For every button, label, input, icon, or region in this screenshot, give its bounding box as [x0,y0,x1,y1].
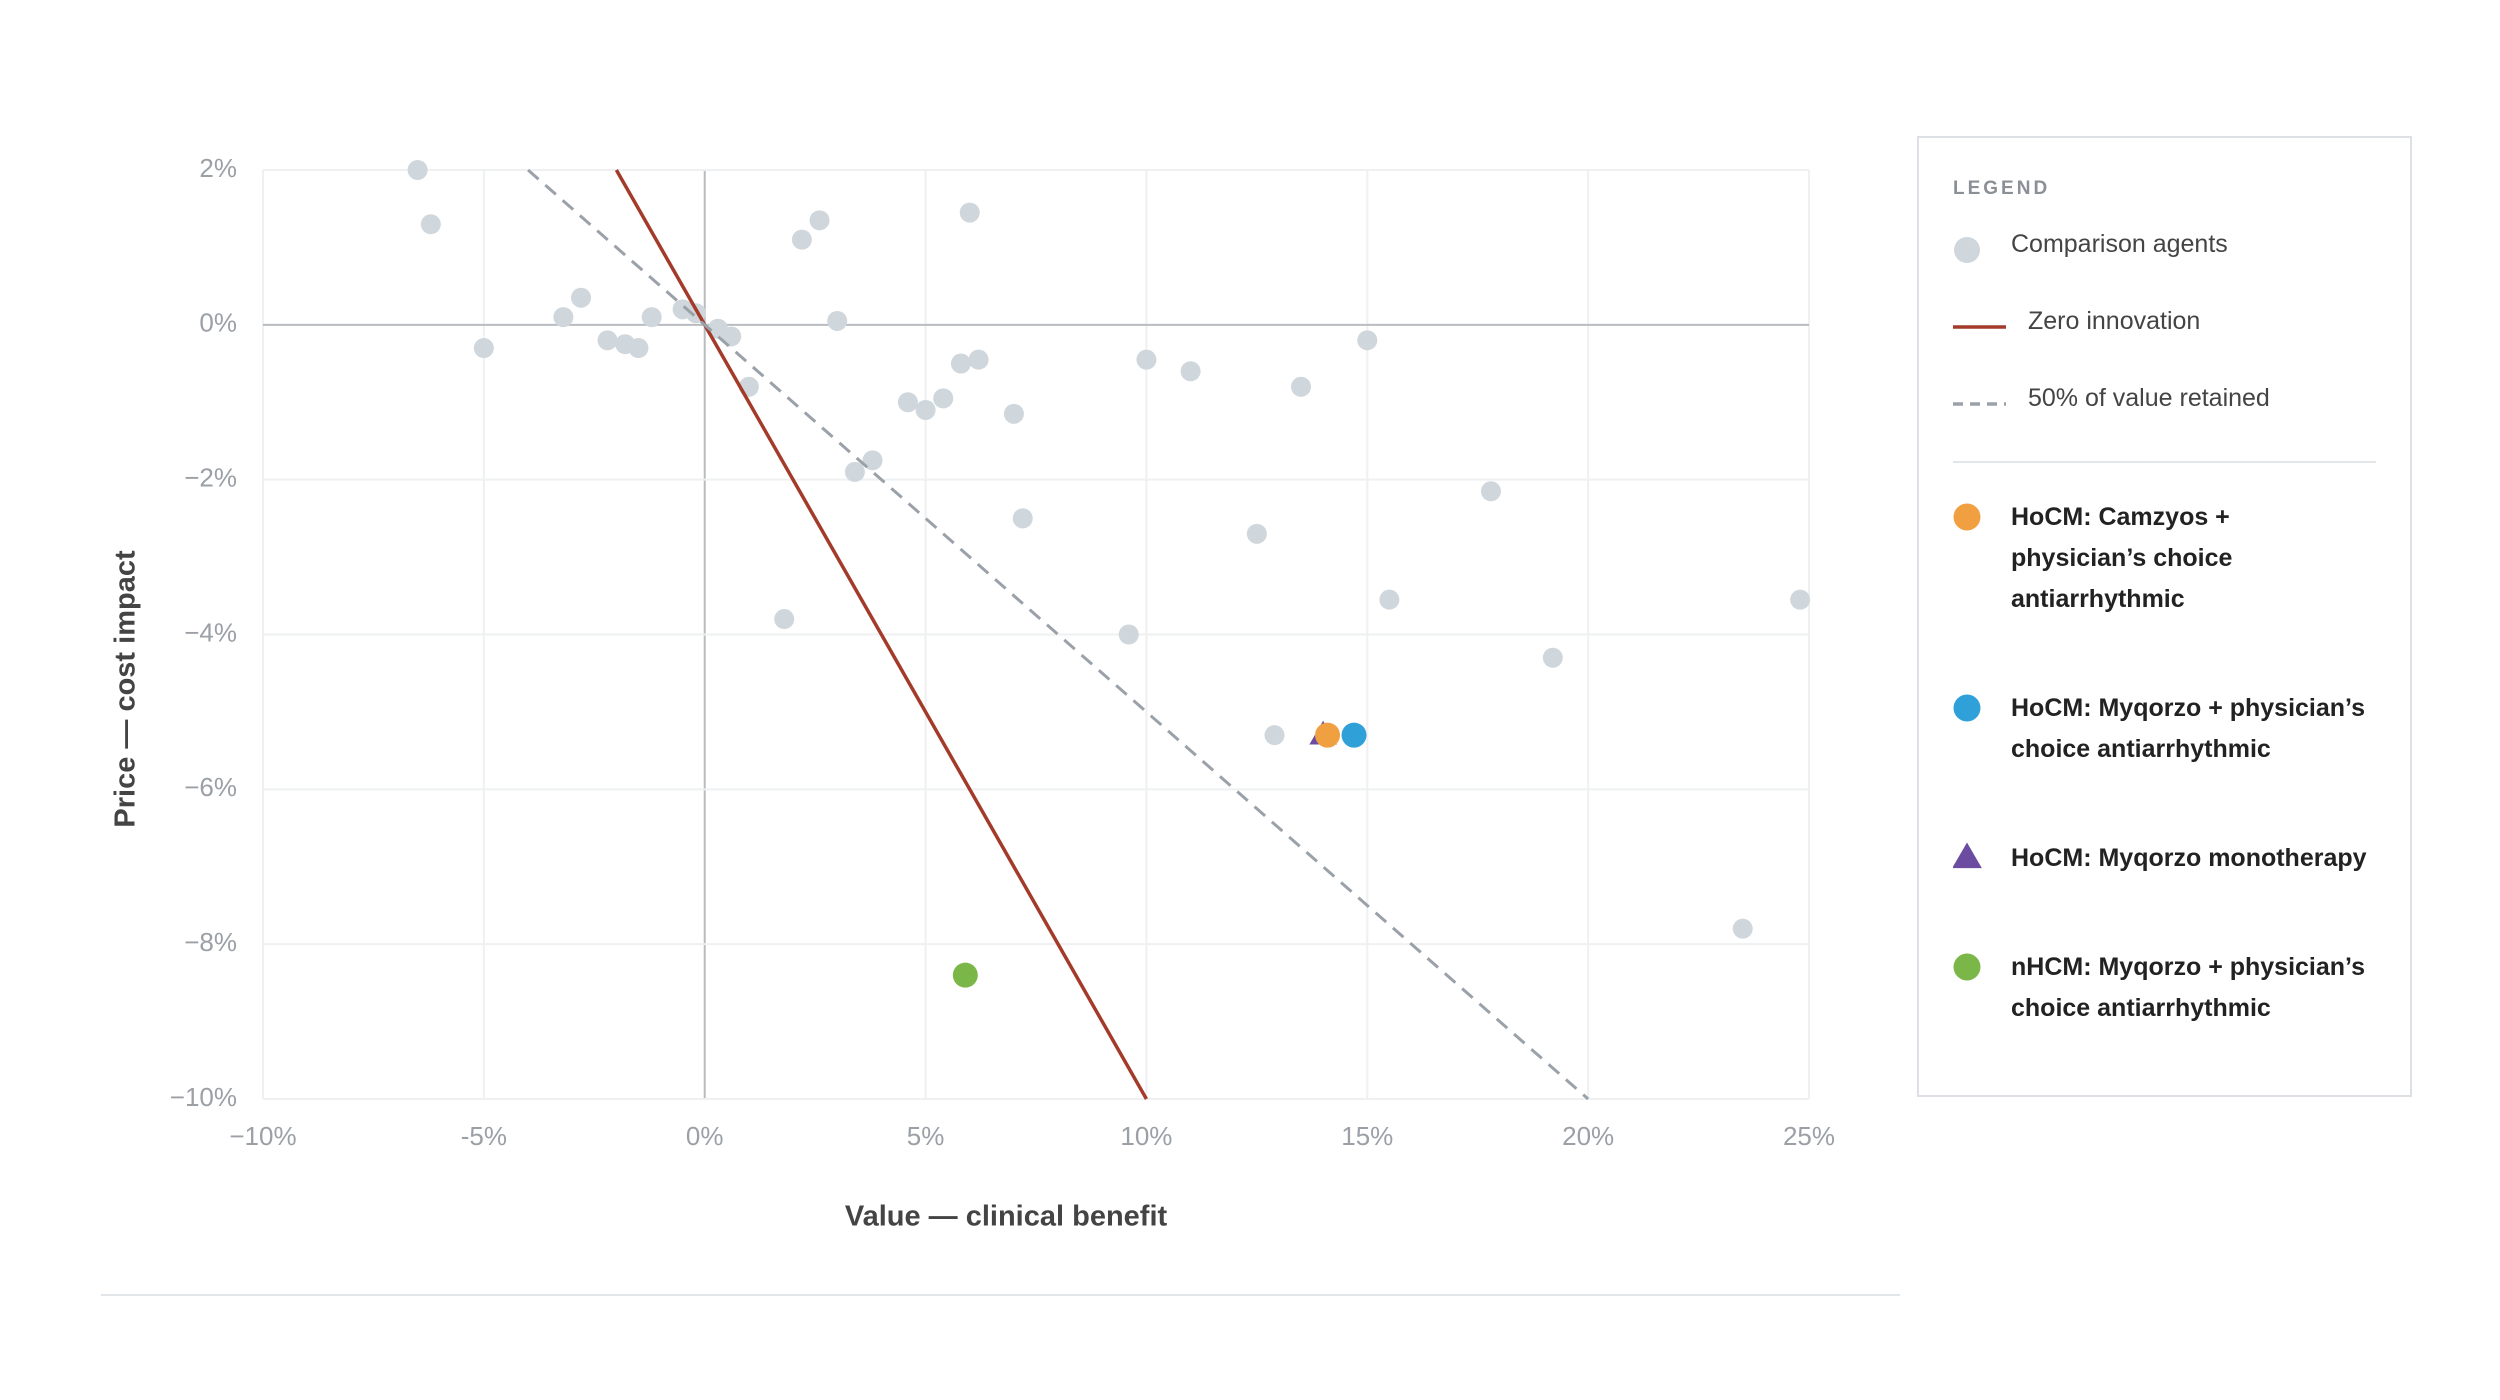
legend-item: Comparison agents [1953,230,2376,271]
point [571,287,592,308]
x-tick-label: 5% [907,1121,945,1151]
x-axis-label: Value — clinical benefit [845,1201,1168,1233]
chart: Value — clinical benefit Price — cost im… [101,153,1900,1296]
y-tick-label: −10% [170,1082,237,1112]
legend-label: HoCM: Myqorzo + physician’s choice antia… [2011,694,2365,763]
point [1732,918,1753,939]
point [1341,722,1367,748]
point [473,338,494,359]
point [1315,722,1341,748]
point [897,392,918,413]
point [809,210,830,231]
point [1003,403,1024,424]
legend-item: 50% of value retained [1953,384,2376,425]
point [553,307,574,328]
legend-swatch [1953,402,2006,406]
legend-item: HoCM: Myqorzo monotherapy [1953,838,2376,879]
legend-item: HoCM: Myqorzo + physician’s choice antia… [1953,688,2376,770]
legend-swatch [1953,325,2006,329]
point [1118,624,1139,645]
point [827,310,848,331]
x-tick-label: 10% [1120,1121,1172,1151]
x-tick-label: 0% [686,1121,724,1151]
point [407,160,428,180]
dashed-reference-line [527,168,1590,1101]
y-tick-label: −6% [184,772,237,802]
point [1264,725,1285,746]
legend-label: Zero innovation [2028,307,2201,335]
point [968,349,989,370]
y-tick-label: −8% [184,927,237,957]
point [1954,237,1980,263]
point [1012,508,1033,529]
point [933,388,954,409]
legend: LEGEND Comparison agents Zero innovation 5… [1917,136,2412,1097]
point [1357,330,1378,351]
legend-swatch [1953,842,1982,869]
point [1953,694,1981,722]
legend-swatch [1953,694,1981,722]
point [1953,953,1981,981]
point [1136,349,1157,370]
legend-label: Comparison agents [2011,230,2228,258]
point [950,353,971,374]
legend-divider [1953,461,2376,463]
point [628,338,649,359]
legend-item: nHCM: Myqorzo + physician’s choice antia… [1953,947,2376,1029]
x-tick-label: 15% [1341,1121,1393,1151]
legend-label: HoCM: Camzyos + physician’s choice antia… [2011,503,2233,613]
point [1246,523,1267,544]
x-tick-label: 25% [1783,1121,1835,1151]
point [862,450,883,471]
point [1291,376,1312,397]
point [952,962,978,988]
point [791,229,812,250]
point [1542,647,1563,668]
point [1180,361,1201,382]
y-tick-label: 2% [199,153,237,183]
x-tick-label: −10% [229,1121,296,1151]
point [641,307,662,328]
point [597,330,618,351]
point [420,214,441,235]
point [959,202,980,223]
point [1379,589,1400,610]
y-tick-label: −4% [184,617,237,647]
point [1480,481,1501,502]
point [915,399,936,420]
y-tick-label: 0% [199,308,237,338]
legend-item: Zero innovation [1953,307,2376,348]
legend-title: LEGEND [1953,178,2051,199]
legend-label: HoCM: Myqorzo monotherapy [2011,844,2367,872]
y-tick-label: −2% [184,463,237,493]
legend-label: nHCM: Myqorzo + physician’s choice antia… [2011,953,2365,1022]
x-tick-label: -5% [461,1121,507,1151]
point [774,609,795,630]
triangle-point [1953,842,1982,869]
y-axis-label: Price — cost impact [110,550,142,828]
point [1790,589,1811,610]
point [721,326,742,347]
legend-swatch [1953,503,1981,531]
legend-item: HoCM: Camzyos + physician’s choice antia… [1953,497,2376,620]
legend-swatch [1954,237,1980,263]
x-tick-label: 20% [1562,1121,1614,1151]
legend-swatch [1953,953,1981,981]
point [1953,503,1981,531]
legend-label: 50% of value retained [2028,384,2270,412]
point [844,461,865,482]
